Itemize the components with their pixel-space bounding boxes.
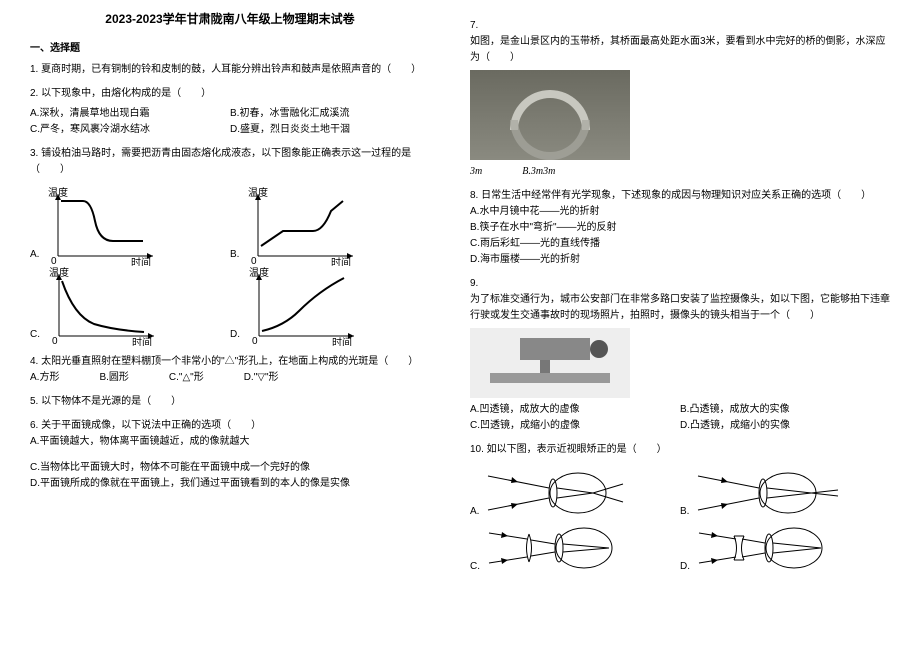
graph-b-label: B. bbox=[230, 249, 239, 266]
question-4: 4. 太阳光垂直照射在塑料棚顶一个非常小的"△"形孔上，在地面上构成的光斑是（ … bbox=[30, 354, 430, 386]
q8-opt-a: A.水中月镜中花——光的折射 bbox=[470, 204, 890, 220]
q9-opt-a: A.凹透镜，成放大的虚像 bbox=[470, 402, 680, 418]
camera-image bbox=[470, 328, 630, 398]
question-7: 7. 如图，是金山景区内的玉带桥，其桥面最高处距水面3米，要看到水中完好的桥的倒… bbox=[470, 18, 890, 180]
question-9: 9. 为了标准交通行为，城市公安部门在非常多路口安装了监控摄像头，如以下图，它能… bbox=[470, 276, 890, 434]
graph-c-label: C. bbox=[30, 329, 40, 346]
q9-opt-b: B.凸透镜，成放大的实像 bbox=[680, 402, 890, 418]
question-5: 5. 以下物体不是光源的是（ ） bbox=[30, 394, 430, 410]
q2-opt-b: B.初春，冰雪融化汇成溪流 bbox=[230, 106, 430, 122]
question-2: 2. 以下现象中，由熔化构成的是（ ） A.深秋，清晨草地出现白霜 B.初春，冰… bbox=[30, 86, 430, 138]
graph-a-label: A. bbox=[30, 249, 39, 266]
left-column: 2023-2023学年甘肃陇南八年级上物理期末试卷 一、选择题 1. 夏商时期，… bbox=[0, 0, 460, 651]
svg-text:0: 0 bbox=[52, 336, 58, 346]
q10-diagrams: A. B. C. bbox=[470, 466, 890, 576]
q9-num: 9. bbox=[470, 276, 890, 292]
svg-text:时间: 时间 bbox=[132, 336, 152, 346]
eye-diagram-b bbox=[693, 466, 843, 521]
q2-opt-d: D.盛夏，烈日炎炎土地干涸 bbox=[230, 122, 430, 138]
question-10: 10. 如以下图，表示近视眼矫正的是（ ） bbox=[470, 442, 890, 458]
graph-c: 温度 时间 0 bbox=[44, 266, 164, 346]
q4-opt-c: C."△"形 bbox=[169, 370, 204, 386]
q4-opt-a: A.方形 bbox=[30, 370, 59, 386]
q6-opt-d: D.平面镜所成的像就在平面镜上，我们通过平面镜看到的本人的像是实像 bbox=[30, 476, 430, 492]
eye-b-label: B. bbox=[680, 506, 689, 521]
q7-opt-a: 3m bbox=[470, 164, 482, 180]
question-1: 1. 夏商时期，已有铜制的铃和皮制的鼓，人耳能分辨出铃声和鼓声是依照声音的（ ） bbox=[30, 62, 430, 78]
question-3: 3. 铺设柏油马路时，需要把沥青由固态熔化成液态，以下图象能正确表示这一过程的是… bbox=[30, 146, 430, 178]
right-column: 7. 如图，是金山景区内的玉带桥，其桥面最高处距水面3米，要看到水中完好的桥的倒… bbox=[460, 0, 920, 651]
svg-text:温度: 温度 bbox=[248, 186, 268, 199]
q4-opt-b: B.圆形 bbox=[99, 370, 128, 386]
q8-stem: 8. 日常生活中经常伴有光学现象，下述现象的成因与物理知识对应关系正确的选项（ … bbox=[470, 188, 890, 204]
q8-opt-d: D.海市蜃楼——光的折射 bbox=[470, 252, 890, 268]
svg-text:0: 0 bbox=[51, 256, 57, 266]
q2-stem: 2. 以下现象中，由熔化构成的是（ ） bbox=[30, 86, 430, 102]
graph-a: 温度 时间 0 bbox=[43, 186, 163, 266]
q6-opt-c: C.当物体比平面镜大时，物体不可能在平面镜中成一个完好的像 bbox=[30, 460, 430, 476]
svg-text:0: 0 bbox=[251, 256, 257, 266]
section-heading: 一、选择题 bbox=[30, 39, 430, 54]
svg-text:温度: 温度 bbox=[48, 186, 68, 199]
eye-a-label: A. bbox=[470, 506, 479, 521]
q7-stem: 如图，是金山景区内的玉带桥，其桥面最高处距水面3米，要看到水中完好的桥的倒影，水… bbox=[470, 34, 890, 66]
q8-opt-b: B.筷子在水中"弯折"——光的反射 bbox=[470, 220, 890, 236]
bridge-image bbox=[470, 70, 630, 160]
q9-stem: 为了标准交通行为，城市公安部门在非常多路口安装了监控摄像头，如以下图，它能够拍下… bbox=[470, 292, 890, 324]
question-8: 8. 日常生活中经常伴有光学现象，下述现象的成因与物理知识对应关系正确的选项（ … bbox=[470, 188, 890, 268]
q9-opt-c: C.凹透镜，成缩小的虚像 bbox=[470, 418, 680, 434]
svg-text:0: 0 bbox=[252, 336, 258, 346]
question-6: 6. 关于平面镜成像，以下说法中正确的选项（ ） A.平面镜越大，物体离平面镜越… bbox=[30, 418, 430, 492]
graph-d: 温度 时间 0 bbox=[244, 266, 364, 346]
q2-opt-c: C.严冬，寒风裹冷湖水结冰 bbox=[30, 122, 230, 138]
eye-diagram-c bbox=[484, 521, 634, 576]
exam-title: 2023-2023学年甘肃陇南八年级上物理期末试卷 bbox=[30, 10, 430, 27]
eye-diagram-d bbox=[694, 521, 844, 576]
eye-diagram-a bbox=[483, 466, 633, 521]
svg-text:温度: 温度 bbox=[49, 266, 69, 279]
graph-b: 温度 时间 0 bbox=[243, 186, 363, 266]
q4-stem: 4. 太阳光垂直照射在塑料棚顶一个非常小的"△"形孔上，在地面上构成的光斑是（ … bbox=[30, 354, 430, 370]
svg-text:时间: 时间 bbox=[331, 256, 351, 266]
q2-opt-a: A.深秋，清晨草地出现白霜 bbox=[30, 106, 230, 122]
eye-c-label: C. bbox=[470, 561, 480, 576]
q7-opt-b: B.3m3m bbox=[522, 164, 555, 180]
q6-opt-a: A.平面镜越大，物体离平面镜越近，成的像就越大 bbox=[30, 434, 430, 450]
q6-stem: 6. 关于平面镜成像，以下说法中正确的选项（ ） bbox=[30, 418, 430, 434]
graph-d-label: D. bbox=[230, 329, 240, 346]
q9-opt-d: D.凸透镜，成缩小的实像 bbox=[680, 418, 890, 434]
q3-graphs: A. 温度 时间 0 B. 温度 时间 0 C. bbox=[30, 186, 430, 346]
q8-opt-c: C.雨后彩虹——光的直线传播 bbox=[470, 236, 890, 252]
svg-text:时间: 时间 bbox=[332, 336, 352, 346]
svg-text:温度: 温度 bbox=[249, 266, 269, 279]
q7-num: 7. bbox=[470, 18, 890, 34]
q4-opt-d: D."▽"形 bbox=[244, 370, 279, 386]
eye-d-label: D. bbox=[680, 561, 690, 576]
svg-text:时间: 时间 bbox=[131, 256, 151, 266]
